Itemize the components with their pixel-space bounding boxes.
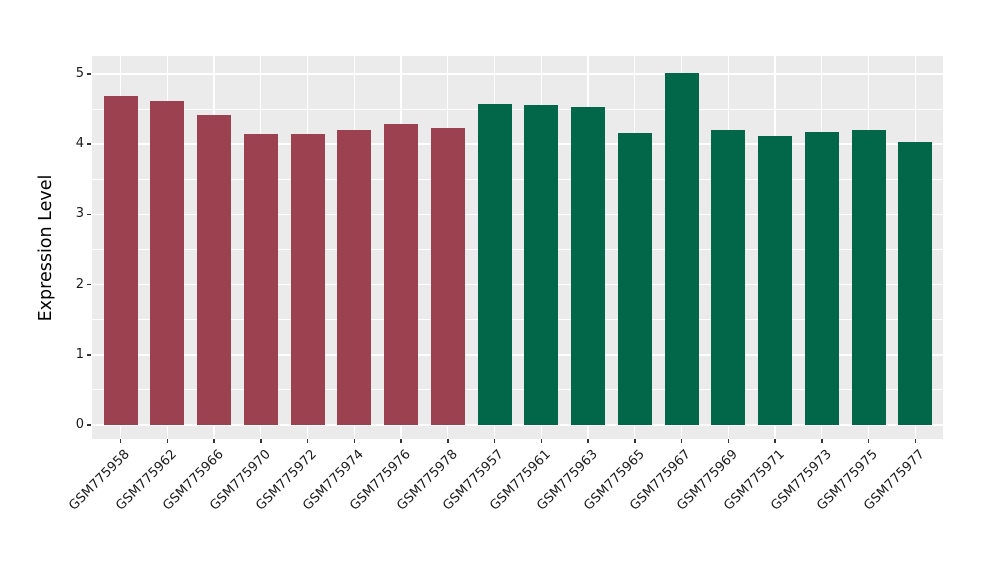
bar-GSM775966: [197, 114, 231, 425]
bar-GSM775969: [711, 130, 746, 425]
minor-gridline: [92, 108, 943, 110]
y-axis-title: Expression Level: [36, 174, 56, 322]
major-gridline: [92, 283, 943, 286]
x-tick-mark: [213, 439, 215, 443]
bar-GSM775975: [851, 130, 886, 425]
bar-GSM775963: [571, 107, 605, 425]
y-tick-mark: [87, 143, 91, 145]
bar-GSM775970: [243, 134, 278, 425]
x-tick-mark: [774, 439, 776, 443]
y-tick-mark: [87, 283, 91, 286]
y-tick-mark: [87, 213, 91, 216]
bar-GSM775972: [290, 133, 325, 425]
x-tick-mark: [493, 439, 496, 443]
x-tick-mark: [260, 439, 262, 443]
bar-GSM775958: [103, 95, 138, 425]
y-tick-mark: [87, 424, 91, 426]
bar-GSM775971: [758, 135, 792, 425]
x-tick-mark: [587, 439, 589, 443]
x-tick-mark: [914, 439, 916, 443]
y-tick-label: 0: [75, 417, 84, 432]
x-tick-mark: [306, 439, 309, 443]
x-tick-mark: [166, 439, 168, 443]
x-tick-mark: [821, 439, 823, 443]
x-tick-mark: [727, 439, 729, 443]
y-tick-label: 5: [75, 66, 84, 81]
plot-panel: [92, 56, 943, 439]
bar-GSM775957: [477, 104, 512, 425]
major-gridline: [92, 354, 943, 356]
x-tick-mark: [400, 439, 402, 443]
x-tick-mark: [353, 439, 355, 443]
major-gridline: [92, 143, 943, 145]
bar-GSM775976: [384, 123, 418, 425]
y-tick-label: 3: [75, 206, 84, 222]
x-tick-mark: [680, 439, 683, 443]
y-tick-mark: [87, 354, 91, 356]
y-tick-mark: [87, 73, 91, 75]
x-tick-mark: [867, 439, 870, 443]
y-tick-label: 2: [75, 276, 84, 292]
minor-gridline: [92, 389, 943, 391]
x-tick-mark: [540, 439, 542, 443]
major-gridline: [92, 213, 943, 216]
minor-gridline: [92, 249, 943, 250]
y-tick-label: 4: [75, 136, 84, 152]
bar-GSM775974: [337, 130, 372, 425]
bar-GSM775973: [804, 132, 839, 425]
x-tick-mark: [634, 439, 636, 443]
x-tick-mark: [447, 439, 449, 443]
bar-GSM775978: [430, 128, 465, 425]
bar-GSM775967: [664, 72, 699, 425]
major-gridline: [92, 424, 943, 426]
bar-GSM775977: [898, 142, 933, 425]
bar-GSM775961: [524, 104, 559, 425]
major-gridline: [92, 73, 943, 75]
y-tick-label: 1: [75, 346, 84, 362]
x-tick-mark: [119, 439, 122, 443]
bar-GSM775965: [617, 132, 652, 425]
minor-gridline: [92, 178, 943, 180]
minor-gridline: [92, 319, 943, 321]
bar-GSM775962: [150, 100, 185, 425]
